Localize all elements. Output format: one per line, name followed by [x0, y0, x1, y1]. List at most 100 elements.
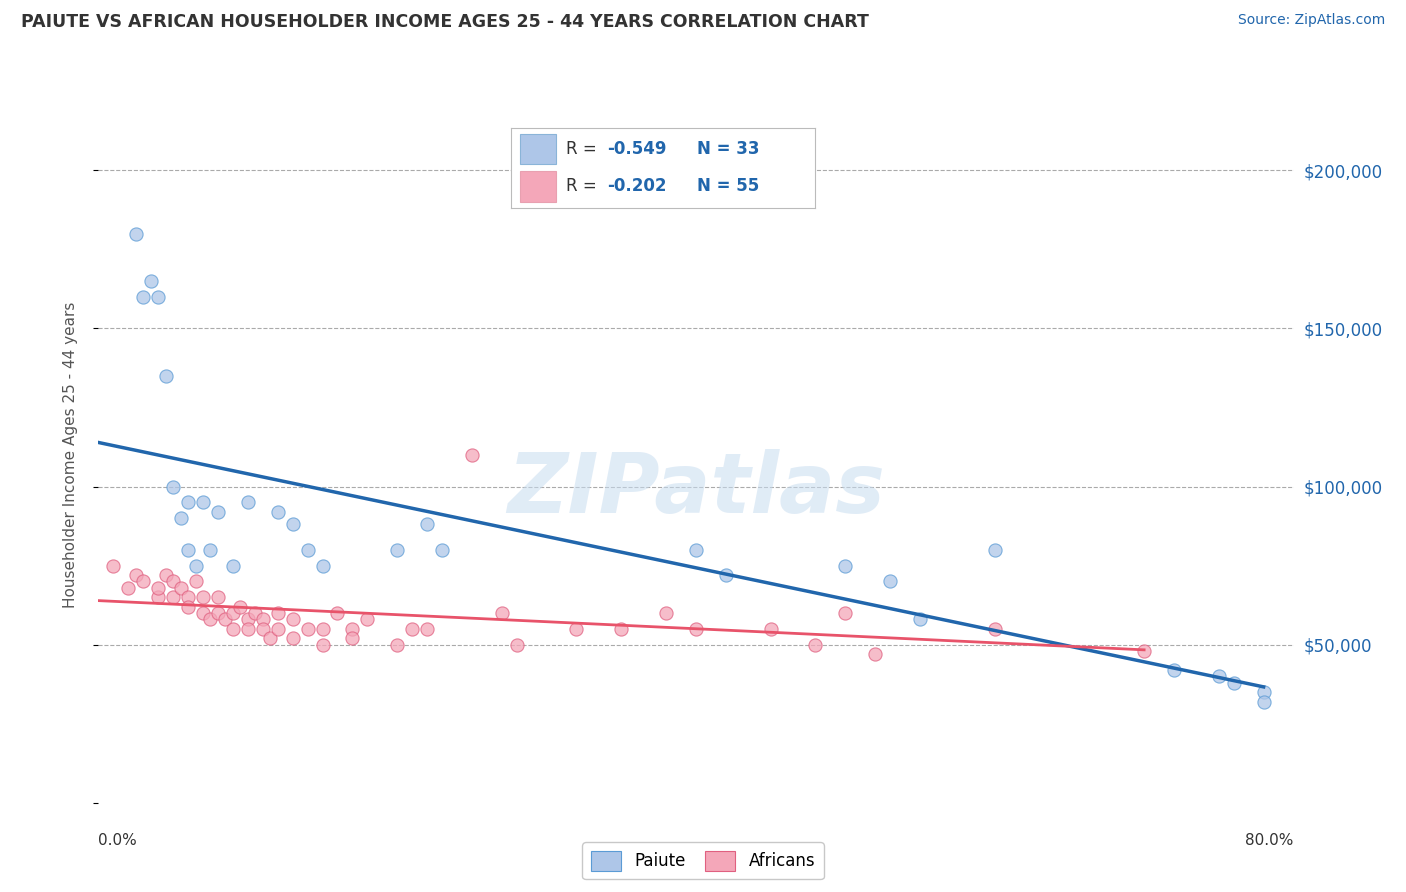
Point — [222, 558, 245, 573]
Point — [177, 599, 200, 614]
Point — [342, 632, 364, 646]
FancyBboxPatch shape — [520, 134, 557, 164]
Point — [804, 638, 827, 652]
Point — [191, 591, 214, 605]
Point — [103, 558, 125, 573]
Point — [125, 227, 148, 241]
Point — [184, 558, 207, 573]
Point — [222, 622, 245, 636]
Point — [984, 622, 1007, 636]
Point — [655, 606, 678, 620]
Point — [267, 505, 290, 519]
Point — [177, 542, 200, 557]
Point — [416, 622, 439, 636]
Point — [267, 622, 290, 636]
Text: 0.0%: 0.0% — [98, 832, 138, 847]
Point — [132, 290, 155, 304]
Point — [139, 274, 162, 288]
Point — [267, 606, 290, 620]
Point — [207, 606, 229, 620]
Point — [177, 591, 200, 605]
Point — [879, 574, 901, 589]
Point — [177, 495, 200, 509]
Text: R =: R = — [565, 140, 602, 158]
Point — [1253, 685, 1275, 699]
Point — [1133, 644, 1156, 658]
Text: R =: R = — [565, 178, 602, 195]
Point — [297, 542, 319, 557]
Point — [281, 612, 304, 626]
Point — [229, 599, 252, 614]
Point — [311, 638, 333, 652]
Text: 80.0%: 80.0% — [1246, 832, 1294, 847]
Point — [461, 448, 484, 462]
Point — [207, 505, 229, 519]
Point — [155, 368, 177, 383]
Point — [311, 622, 333, 636]
Point — [297, 622, 319, 636]
Point — [385, 638, 409, 652]
Legend: Paiute, Africans: Paiute, Africans — [582, 842, 824, 880]
Point — [162, 574, 184, 589]
Point — [245, 606, 267, 620]
Point — [430, 542, 453, 557]
Point — [214, 612, 236, 626]
Text: N = 55: N = 55 — [696, 178, 759, 195]
Point — [908, 612, 931, 626]
Text: -0.202: -0.202 — [607, 178, 666, 195]
Point — [252, 622, 274, 636]
Point — [125, 568, 148, 582]
Point — [132, 574, 155, 589]
Point — [685, 542, 707, 557]
Text: Source: ZipAtlas.com: Source: ZipAtlas.com — [1237, 13, 1385, 28]
Text: -0.549: -0.549 — [607, 140, 666, 158]
Point — [162, 591, 184, 605]
Point — [155, 568, 177, 582]
Point — [236, 622, 259, 636]
Point — [259, 632, 281, 646]
Point — [207, 591, 229, 605]
Point — [385, 542, 409, 557]
Point — [200, 542, 222, 557]
Point — [236, 495, 259, 509]
Point — [148, 290, 170, 304]
Point — [416, 517, 439, 532]
Point — [222, 606, 245, 620]
Point — [326, 606, 349, 620]
Point — [169, 581, 191, 595]
Point — [1208, 669, 1230, 683]
Point — [191, 606, 214, 620]
Point — [865, 647, 887, 661]
Point — [401, 622, 423, 636]
Point — [311, 558, 333, 573]
Point — [565, 622, 588, 636]
Point — [184, 574, 207, 589]
Point — [714, 568, 737, 582]
Point — [236, 612, 259, 626]
Point — [834, 558, 856, 573]
Point — [281, 517, 304, 532]
Point — [148, 591, 170, 605]
Point — [491, 606, 513, 620]
FancyBboxPatch shape — [520, 171, 557, 202]
Point — [281, 632, 304, 646]
Point — [984, 542, 1007, 557]
Point — [759, 622, 782, 636]
Y-axis label: Householder Income Ages 25 - 44 years: Householder Income Ages 25 - 44 years — [63, 301, 77, 608]
Point — [685, 622, 707, 636]
Point — [356, 612, 378, 626]
Text: ZIPatlas: ZIPatlas — [508, 450, 884, 530]
Point — [117, 581, 139, 595]
Text: PAIUTE VS AFRICAN HOUSEHOLDER INCOME AGES 25 - 44 YEARS CORRELATION CHART: PAIUTE VS AFRICAN HOUSEHOLDER INCOME AGE… — [21, 13, 869, 31]
Point — [148, 581, 170, 595]
Point — [1223, 675, 1246, 690]
Point — [191, 495, 214, 509]
Text: N = 33: N = 33 — [696, 140, 759, 158]
Point — [200, 612, 222, 626]
Point — [342, 622, 364, 636]
Point — [506, 638, 529, 652]
Point — [1253, 695, 1275, 709]
Point — [252, 612, 274, 626]
Point — [610, 622, 633, 636]
Point — [169, 511, 191, 525]
